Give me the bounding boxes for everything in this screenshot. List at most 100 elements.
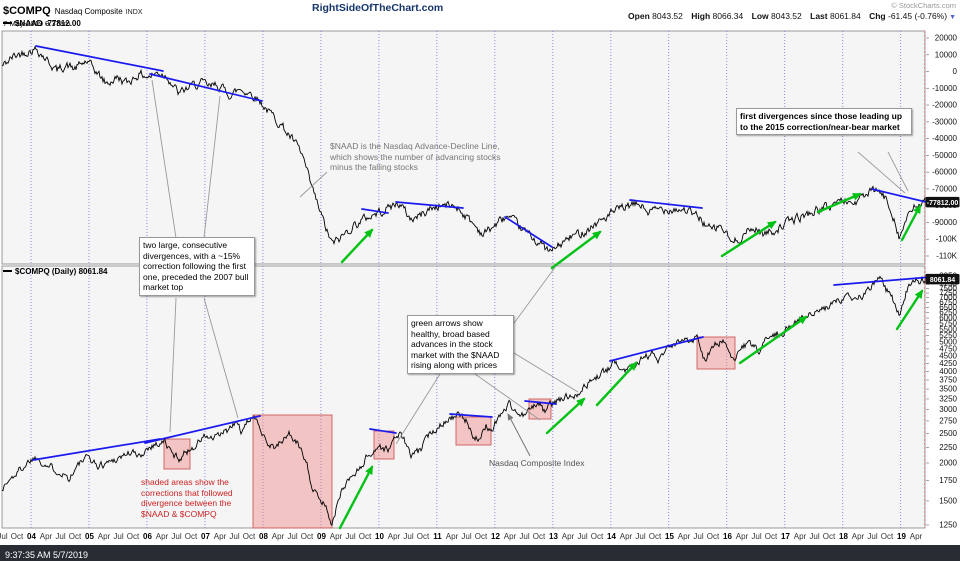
y-tick-label: 3750 (939, 376, 957, 385)
x-month-label: Oct (301, 532, 314, 541)
y-tick-label: 2750 (939, 416, 957, 425)
y-tick-label: 1250 (939, 521, 957, 530)
x-month-label: Jul (113, 532, 123, 541)
compq-legend: $COMPQ (Daily) 8061.84 (3, 267, 107, 276)
x-month-label: Oct (765, 532, 778, 541)
y-tick-label: -10000 (932, 84, 957, 93)
symbol-header: $COMPQ Nasdaq Composite INDX 7-May-2019 9:… (3, 1, 142, 28)
x-year-label: 07 (201, 532, 210, 541)
y-tick-label: 6750 (939, 298, 957, 307)
status-bar: 9:37:35 AM 5/7/2019 (0, 545, 960, 561)
divergence-trendline (833, 276, 932, 286)
chart-datetime: 7-May-2019 9:37am (3, 19, 71, 28)
y-tick-label: 4000 (939, 367, 957, 376)
site-link[interactable]: RightSideOfTheChart.com (312, 2, 444, 14)
y-tick-label: 5250 (939, 331, 957, 340)
x-month-label: Oct (185, 532, 198, 541)
x-month-label: Apr (620, 532, 633, 541)
correction-shade-box (163, 438, 191, 470)
x-month-label: Jul (461, 532, 471, 541)
x-month-label: Oct (533, 532, 546, 541)
x-year-label: 15 (665, 532, 674, 541)
y-tick-label: 3500 (939, 385, 957, 394)
last-value: 8061.84 (829, 11, 861, 21)
last-label: Last (810, 11, 828, 21)
x-month-label: Oct (243, 532, 256, 541)
advance-arrow (720, 220, 777, 258)
y-tick-label: -100K (936, 235, 958, 244)
advance-arrow (900, 204, 922, 242)
x-month-label: Jul (635, 532, 645, 541)
callout-pointer-line (887, 151, 909, 192)
stockcharts-copyright: © StockCharts.com (891, 1, 956, 10)
callout-pointer-line (151, 79, 177, 239)
x-year-label: 11 (433, 532, 442, 541)
advance-arrow (338, 465, 374, 530)
x-month-label: Jul (287, 532, 297, 541)
callout-pointer-line (508, 265, 557, 331)
callout-pointer-line (299, 171, 328, 198)
y-tick-label: 4500 (939, 351, 957, 360)
y-tick-label: 6000 (939, 314, 957, 323)
chg-down-arrow-icon[interactable]: ▼ (949, 14, 956, 21)
x-month-label: Apr (910, 532, 923, 541)
x-month-label: Oct (881, 532, 894, 541)
correction-shade-box (252, 414, 333, 529)
last-price-bubble (925, 273, 960, 285)
y-tick-label: -40000 (932, 134, 957, 143)
x-year-label: 06 (143, 532, 152, 541)
note-nasdaq-composite-label: Nasdaq Composite Index (489, 458, 585, 468)
divergence-trendline (395, 201, 464, 209)
x-month-label: Jul (55, 532, 65, 541)
x-month-label: Apr (388, 532, 401, 541)
x-month-label: Apr (504, 532, 517, 541)
y-tick-label: 6500 (939, 303, 957, 312)
divergence-trendline (144, 415, 261, 444)
y-tick-label: 7500 (939, 284, 957, 293)
advance-arrow (340, 228, 374, 264)
x-year-label: 10 (375, 532, 384, 541)
callout-pointer-line (474, 373, 541, 421)
x-month-label: Apr (678, 532, 691, 541)
x-month-label: Jul (519, 532, 529, 541)
callout-pointer-line (203, 297, 239, 419)
compq-panel-bg (1, 265, 926, 529)
y-tick-label: 4750 (939, 344, 957, 353)
x-month-label: Oct (417, 532, 430, 541)
y-tick-label: 5000 (939, 338, 957, 347)
divergence-trendline (35, 45, 164, 72)
callout-pointer-line (508, 349, 579, 393)
x-month-label: Apr (736, 532, 749, 541)
x-month-label: Oct (475, 532, 488, 541)
symbol: $COMPQ (3, 5, 51, 17)
x-month-label: Jul (229, 532, 239, 541)
last-price-bubble-label: 8061.84 (930, 277, 955, 284)
x-month-label: Apr (156, 532, 169, 541)
advance-arrow (738, 315, 808, 365)
open-value: 8043.52 (652, 11, 683, 21)
note-shaded-areas: shaded areas show the corrections that f… (141, 477, 233, 519)
x-month-label: Apr (98, 532, 111, 541)
symbol-name: Nasdaq Composite (54, 7, 123, 16)
x-month-label: Oct (359, 532, 372, 541)
x-month-label: Oct (707, 532, 720, 541)
x-year-label: 16 (723, 532, 732, 541)
y-tick-label: 3000 (939, 405, 957, 414)
correction-shade-box (528, 398, 552, 420)
divergence-trendline (32, 438, 161, 461)
y-tick-label: -70000 (932, 184, 957, 193)
compq-line-swatch (3, 270, 12, 272)
callout-pointer-line (203, 95, 221, 239)
x-month-label: Apr (794, 532, 807, 541)
y-tick-label: -20000 (932, 101, 957, 110)
x-year-label: 04 (27, 532, 36, 541)
x-month-label: Apr (852, 532, 865, 541)
high-value: 8066.34 (712, 11, 744, 21)
x-year-label: 14 (607, 532, 616, 541)
compq-series-line (2, 275, 926, 527)
x-year-label: 05 (85, 532, 94, 541)
x-month-label: Jul (809, 532, 819, 541)
y-tick-label: 1500 (939, 496, 957, 505)
